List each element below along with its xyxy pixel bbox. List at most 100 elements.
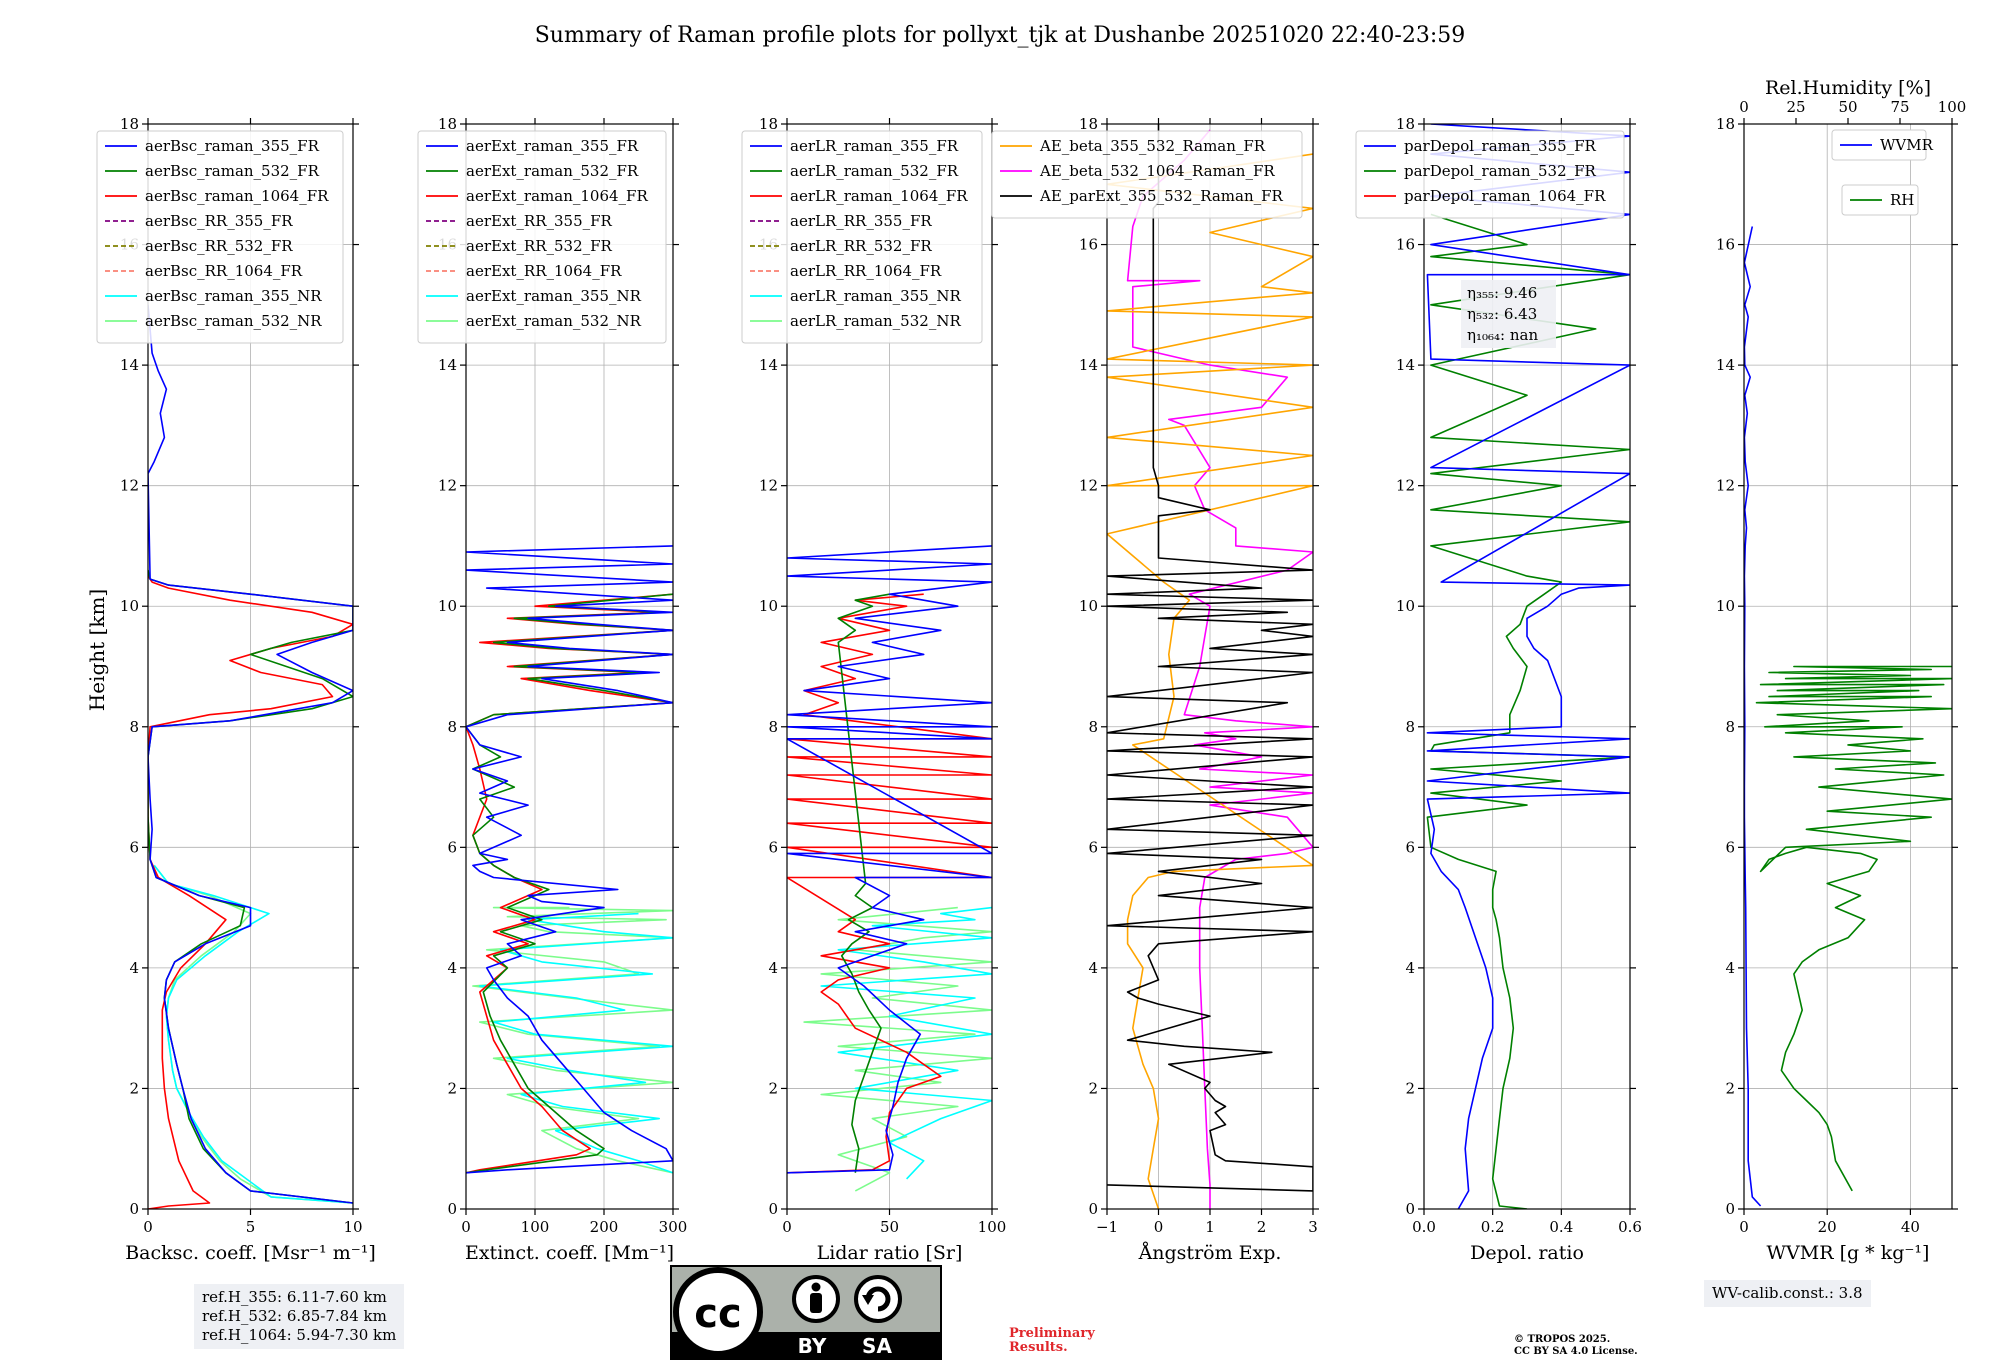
legend-label-aerbsc-raman-355-nr: aerBsc_raman_355_NR [145,287,322,305]
legend-rh: RH [1841,184,1919,216]
y-tick-label: 8 [1405,718,1415,736]
attribution-icon-body [810,1293,822,1313]
y-tick-label: 6 [447,838,457,856]
legend-label-aerlr-raman-355-nr: aerLR_raman_355_NR [790,287,961,305]
x-axis-label: Extinct. coeff. [Mm⁻¹] [465,1242,674,1264]
y-tick-label: 6 [1088,838,1098,856]
plot-frame [465,123,674,1210]
legend-label-pardepol-raman-532-fr: parDepol_raman_532_FR [1404,162,1597,180]
y-tick-label: 6 [1725,838,1735,856]
y-tick-label: 6 [1405,838,1415,856]
plot-frame [1423,123,1631,1210]
y-tick-label: 14 [1079,356,1098,374]
series-group [1107,124,1313,1209]
y-tick-label: 0 [129,1200,139,1218]
series-aerlr-raman-532-fr [837,593,890,1173]
license-sa-label: SA [862,1334,892,1358]
legend-label-aerext-rr-355-fr: aerExt_RR_355_FR [466,212,613,230]
panel-1: 0246810121416180510Backsc. coeff. [Msr⁻¹… [96,115,376,1264]
legend-label-aerlr-raman-532-nr: aerLR_raman_532_NR [790,312,961,330]
cc-by-sa-license-badge: cc BY SA [670,1265,942,1360]
legend-label-ae-beta-532-1064-raman-fr: AE_beta_532_1064_Raman_FR [1039,162,1275,180]
x-axis-label: WVMR [g * kg⁻¹] [1767,1242,1930,1264]
legend-label-aerext-rr-532-fr: aerExt_RR_532_FR [466,237,613,255]
x-axis-label: Ångström Exp. [1138,1242,1282,1264]
copyright-line-1: © TROPOS 2025. [1514,1334,1611,1345]
legend-label-pardepol-raman-1064-fr: parDepol_raman_1064_FR [1404,187,1606,205]
legend-box [1355,130,1625,219]
legend-label-aerbsc-rr-355-fr: aerBsc_RR_355_FR [145,212,293,230]
x-tick-label: 40 [1901,1218,1920,1236]
legend-label-ae-parext-355-532-raman-fr: AE_parExt_355_532_Raman_FR [1039,187,1284,205]
x-tick-label: 0.4 [1549,1218,1573,1236]
x-tick-label: 10 [343,1218,362,1236]
y-tick-label: 4 [1405,959,1415,977]
x-tick-label: 0.6 [1618,1218,1642,1236]
x-tick-label: 20 [1818,1218,1837,1236]
y-tick-label: 16 [1396,236,1415,254]
x-axis-label: Backsc. coeff. [Msr⁻¹ m⁻¹] [125,1242,376,1264]
y-tick-label: 10 [1079,597,1098,615]
copyright-line-2: CC BY SA 4.0 License. [1514,1346,1638,1357]
x-tick-label: 100 [978,1218,1007,1236]
x-tick-label: −1 [1096,1218,1118,1236]
series-aerext-raman-355-nr [478,912,673,1174]
wv-calibration-box: WV-calib.const.: 3.8 [1704,1280,1871,1307]
y-tick-label: 4 [447,959,457,977]
legend-label-aerbsc-rr-1064-fr: aerBsc_RR_1064_FR [145,262,303,280]
legend-label-aerbsc-raman-355-fr: aerBsc_raman_355_FR [145,137,320,155]
x-tick-label: 0 [782,1218,792,1236]
license-by-label: BY [798,1334,827,1358]
y-tick-label: 12 [120,477,139,495]
ref-height-355: ref.H_355: 6.11-7.60 km [202,1288,387,1306]
legend-label-ae-beta-355-532-raman-fr: AE_beta_355_532_Raman_FR [1039,137,1266,155]
y-tick-label: 2 [1088,1079,1098,1097]
legend: AE_beta_355_532_Raman_FR AE_beta_532_1064… [991,130,1303,219]
x-tick-label: 200 [590,1218,619,1236]
y-tick-label: 2 [129,1079,139,1097]
legend-label-aerlr-raman-355-fr: aerLR_raman_355_FR [790,137,959,155]
legend-box [417,130,667,344]
y-tick-label: 4 [1088,959,1098,977]
y-tick-label: 4 [1725,959,1735,977]
panel-5: 0 2 4 6 8 10 12 14 16 18 0.0 0.2 0.4 0.6 Depol. ratio η… [1355,115,1642,1264]
panel-3: 024681012141618050100Lidar ratio [Sr]aer… [741,115,1007,1264]
y-tick-label: 14 [1396,356,1415,374]
eta-annotation-line: η₁₀₆₄: nan [1467,326,1538,344]
x-tick-label: 0.0 [1412,1218,1436,1236]
top-x-tick-label: 100 [1938,98,1967,116]
y-tick-label: 14 [1716,356,1735,374]
x-tick-label: 300 [659,1218,688,1236]
y-tick-label: 10 [438,597,457,615]
y-tick-label: 18 [438,115,457,133]
y-tick-label: 8 [1725,718,1735,736]
x-tick-label: 0 [1739,1218,1749,1236]
legend-label-aerext-raman-532-fr: aerExt_raman_532_FR [466,162,639,180]
cc-logo-text: cc [694,1291,741,1337]
x-tick-label: 0 [143,1218,153,1236]
y-tick-label: 4 [129,959,139,977]
x-tick-label: 5 [246,1218,256,1236]
eta-annotation-line: η₅₃₂: 6.43 [1467,305,1537,323]
series-aerext-raman-1064-fr [466,593,673,1174]
legend-label-aerext-raman-355-fr: aerExt_raman_355_FR [466,137,639,155]
legend-label-aerext-rr-1064-fr: aerExt_RR_1064_FR [466,262,622,280]
legend-label-aerext-raman-1064-fr: aerExt_raman_1064_FR [466,187,648,205]
top-x-tick-label: 0 [1739,98,1749,116]
y-tick-label: 2 [1725,1079,1735,1097]
y-tick-label: 2 [768,1079,778,1097]
preliminary-line-1: Preliminary [1009,1326,1095,1341]
y-tick-label: 10 [120,597,139,615]
legend: parDepol_raman_355_FR parDepol_raman_532_… [1355,130,1625,219]
series-aerext-raman-532-fr [466,593,673,1174]
y-tick-label: 2 [1405,1079,1415,1097]
series-group [148,304,353,1209]
legend-box [1831,129,1927,161]
y-tick-label: 0 [768,1200,778,1218]
series-aerext-raman-355-fr [466,545,673,1174]
legend-label-aerlr-rr-532-fr: aerLR_RR_532_FR [790,237,932,255]
series-wvmr [1744,226,1762,1207]
